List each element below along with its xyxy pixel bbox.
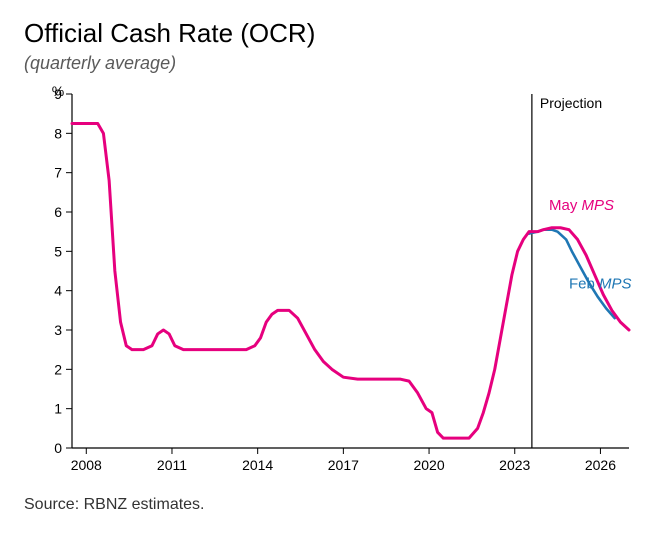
chart-title: Official Cash Rate (OCR): [24, 18, 641, 49]
y-tick-label: 2: [54, 361, 62, 377]
y-tick-label: 3: [54, 322, 62, 338]
y-tick-label: 0: [54, 440, 62, 456]
x-tick-label: 2023: [499, 457, 530, 473]
series-label-may-mps: May MPS: [549, 197, 614, 214]
y-tick-label: 6: [54, 204, 62, 220]
series-feb-mps: [529, 230, 615, 319]
x-tick-label: 2020: [413, 457, 444, 473]
y-axis-unit: %: [52, 84, 64, 99]
x-tick-label: 2014: [242, 457, 273, 473]
y-tick-label: 8: [54, 125, 62, 141]
y-tick-label: 4: [54, 283, 62, 299]
x-tick-label: 2008: [71, 457, 102, 473]
chart-container: Official Cash Rate (OCR) (quarterly aver…: [0, 0, 665, 551]
y-tick-label: 5: [54, 243, 62, 259]
projection-label: Projection: [540, 95, 602, 111]
series-label-feb-mps: Feb MPS: [569, 276, 632, 293]
series-may-mps: [72, 124, 629, 439]
y-tick-label: 7: [54, 165, 62, 181]
x-tick-label: 2026: [585, 457, 616, 473]
chart-subtitle: (quarterly average): [24, 53, 641, 74]
chart-plot-area: 01234567892008201120142017202020232026%P…: [24, 84, 641, 484]
line-chart-svg: 01234567892008201120142017202020232026%P…: [24, 84, 641, 484]
x-tick-label: 2017: [328, 457, 359, 473]
chart-source: Source: RBNZ estimates.: [24, 496, 641, 514]
x-tick-label: 2011: [157, 457, 187, 473]
y-tick-label: 1: [54, 401, 62, 417]
